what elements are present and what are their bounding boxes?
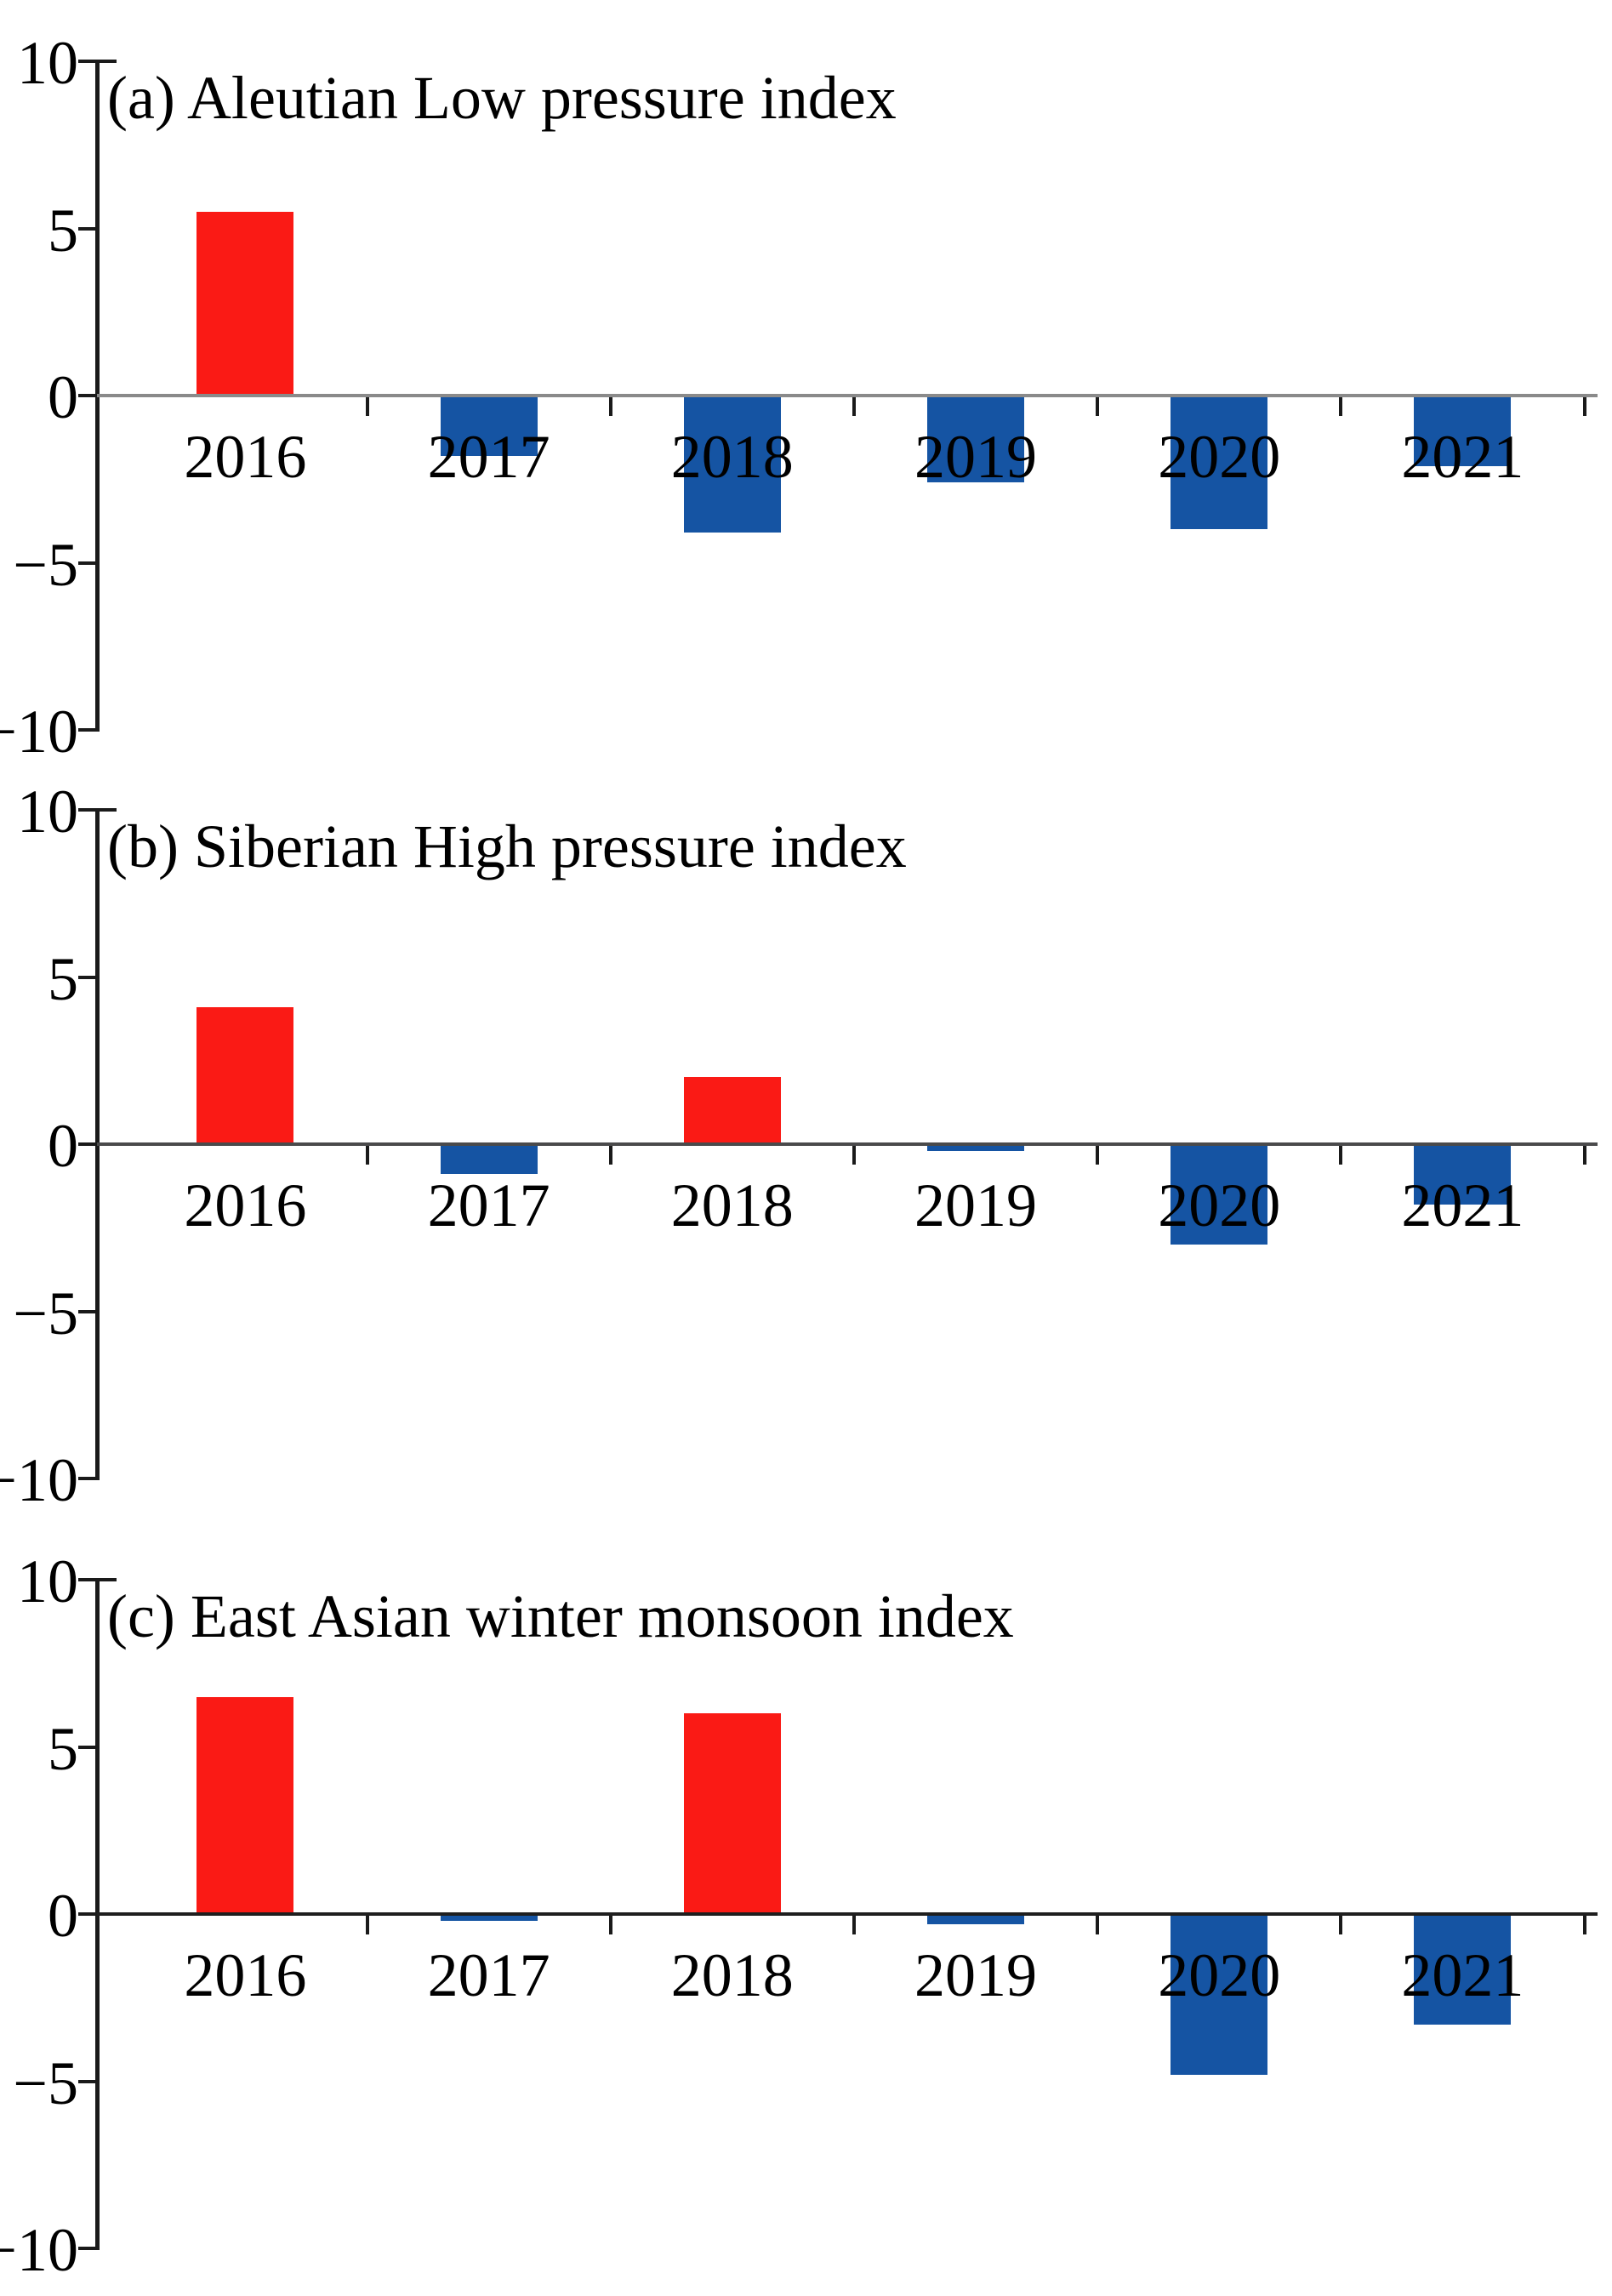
x-axis-tick: [1096, 397, 1100, 416]
x-axis-tick: [852, 1146, 856, 1165]
year-label: 2017: [427, 1171, 550, 1239]
year-label: 2016: [184, 1941, 307, 2009]
x-axis-tick: [852, 1916, 856, 1934]
x-axis-tick: [608, 1146, 612, 1165]
bar-2020: [1171, 396, 1268, 530]
y-axis-tick-label: 0: [48, 1112, 78, 1180]
y-axis-top-inner-tick: [100, 808, 117, 812]
bar-2018: [683, 1077, 781, 1144]
year-label: 2018: [670, 1171, 794, 1239]
bar-2021: [1414, 1914, 1512, 2025]
y-axis-tick: [78, 1578, 97, 1581]
x-axis-tick: [1582, 1916, 1586, 1934]
year-label: 2016: [184, 1171, 307, 1239]
year-label: 2020: [1158, 1171, 1281, 1239]
year-label: 2019: [914, 1171, 1037, 1239]
y-axis-tick-label: −5: [13, 1279, 78, 1347]
bar-2017: [440, 1144, 538, 1175]
year-label: 2017: [427, 423, 550, 491]
y-axis-tick-label: 5: [48, 944, 78, 1013]
y-axis-tick-label: −10: [0, 698, 78, 766]
y-axis-tick-label: −5: [13, 2048, 78, 2117]
chart-title-b: (b) Siberian High pressure index: [107, 812, 907, 880]
y-axis-tick: [78, 60, 97, 63]
y-axis-tick: [78, 1309, 97, 1313]
y-axis-tick-label: −10: [0, 2216, 78, 2284]
year-label: 2016: [184, 423, 307, 491]
y-axis-tick: [78, 2079, 97, 2083]
zero-line: [95, 1142, 1598, 1146]
y-axis-tick-label: 10: [17, 778, 78, 846]
x-axis-tick: [1339, 1146, 1343, 1165]
y-axis-tick: [78, 728, 97, 732]
bar-2017: [440, 396, 538, 456]
bar-2016: [197, 211, 294, 396]
x-axis-tick: [608, 1916, 612, 1934]
year-label: 2018: [670, 1941, 794, 2009]
x-axis-tick: [1339, 397, 1343, 416]
x-axis-tick: [365, 397, 369, 416]
chart-title-a: (a) Aleutian Low pressure index: [107, 64, 897, 132]
x-axis-tick: [365, 1146, 369, 1165]
y-axis-tick-label: 5: [48, 1714, 78, 1783]
y-axis-tick: [78, 1912, 97, 1916]
x-axis-tick: [365, 1916, 369, 1934]
x-axis-tick: [1096, 1916, 1100, 1934]
x-axis-tick: [608, 397, 612, 416]
chart-title-c: (c) East Asian winter monsoon index: [107, 1582, 1014, 1650]
y-axis-tick: [78, 1142, 97, 1146]
y-axis-tick: [78, 226, 97, 231]
y-axis-tick-label: −5: [13, 530, 78, 599]
y-axis-tick: [78, 808, 97, 812]
bar-2020: [1171, 1144, 1268, 1245]
y-axis-tick: [78, 561, 97, 565]
x-axis-tick: [1582, 397, 1586, 416]
x-axis-tick: [1339, 1916, 1343, 1934]
bar-2021: [1414, 396, 1512, 466]
x-axis-tick: [1582, 1146, 1586, 1165]
bar-2020: [1171, 1914, 1268, 2075]
year-label: 2019: [914, 1941, 1037, 2009]
y-axis-top-inner-tick: [100, 1578, 117, 1581]
year-label: 2019: [914, 423, 1037, 491]
x-axis-tick: [1096, 1146, 1100, 1165]
bar-2016: [197, 1696, 294, 1914]
year-label: 2021: [1401, 1171, 1524, 1239]
bar-2017: [440, 1914, 538, 1921]
y-axis-tick: [78, 1745, 97, 1749]
y-axis-tick-label: 5: [48, 196, 78, 265]
y-axis-tick-label: 0: [48, 363, 78, 431]
year-label: 2020: [1158, 1941, 1281, 2009]
zero-line: [95, 1912, 1598, 1916]
year-label: 2021: [1401, 423, 1524, 491]
bar-2018: [683, 396, 781, 533]
y-axis-tick: [78, 2247, 97, 2250]
year-label: 2020: [1158, 423, 1281, 491]
bar-2016: [197, 1006, 294, 1144]
y-axis-tick: [78, 1477, 97, 1480]
year-label: 2018: [670, 423, 794, 491]
y-axis-tick-label: 0: [48, 1882, 78, 1950]
bar-2021: [1414, 1144, 1512, 1205]
zero-line: [95, 394, 1598, 397]
bar-2019: [927, 396, 1024, 483]
year-label: 2021: [1401, 1941, 1524, 2009]
y-axis-top-inner-tick: [100, 60, 117, 63]
y-axis-tick: [78, 975, 97, 979]
y-axis-tick: [78, 394, 97, 397]
year-label: 2017: [427, 1941, 550, 2009]
bar-2019: [927, 1144, 1024, 1151]
bar-2019: [927, 1914, 1024, 1924]
x-axis-tick: [852, 397, 856, 416]
y-axis-tick-label: −10: [0, 1446, 78, 1514]
y-axis-tick-label: 10: [17, 1547, 78, 1615]
y-axis-tick-label: 10: [17, 29, 78, 97]
bar-2018: [683, 1713, 781, 1914]
